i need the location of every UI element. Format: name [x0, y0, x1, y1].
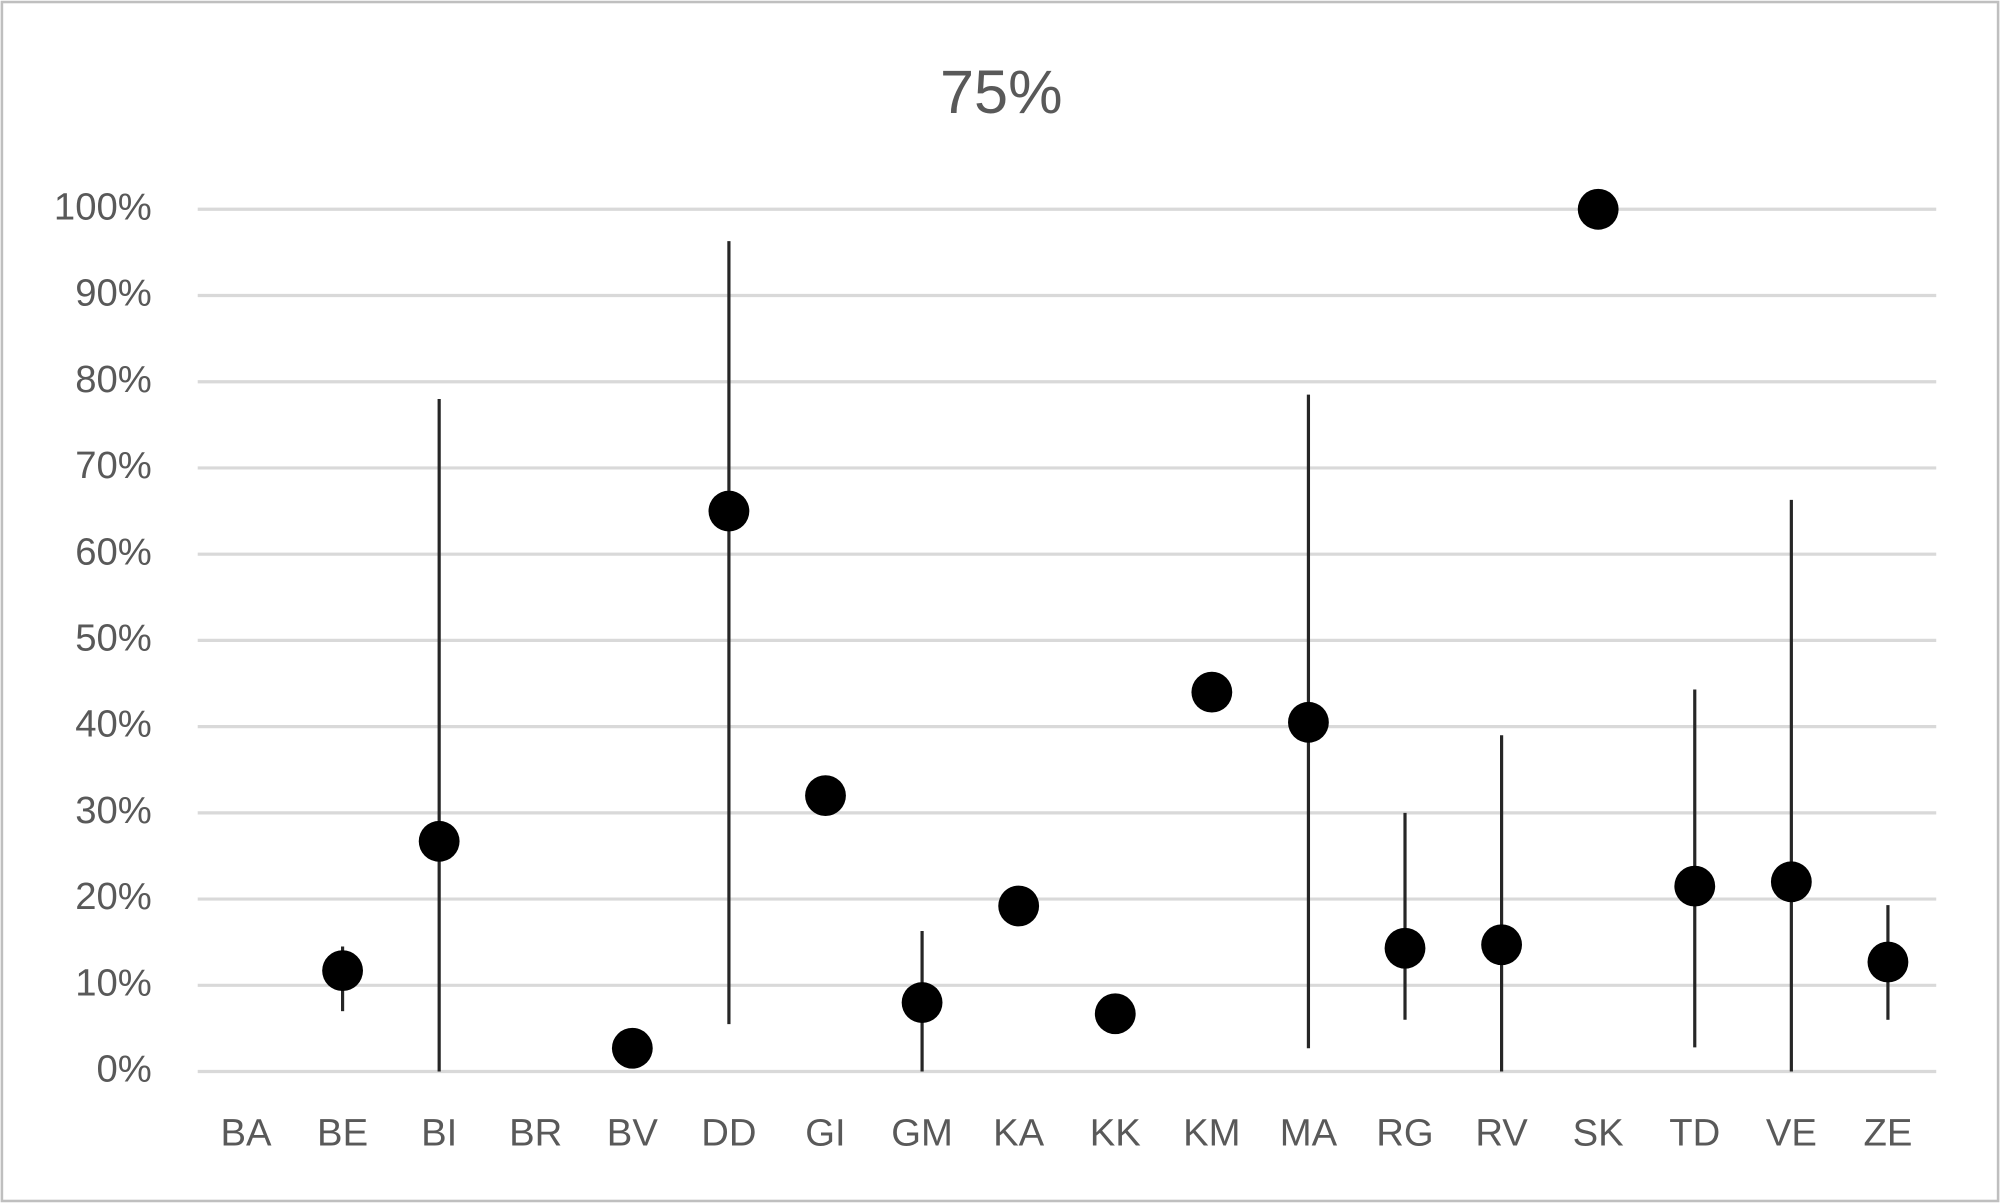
data-point: [1288, 701, 1329, 743]
x-tick-label: SK: [1573, 1111, 1625, 1154]
y-tick-label: 80%: [75, 358, 152, 401]
y-tick-label: 100%: [54, 185, 152, 228]
data-point: [1481, 924, 1523, 966]
y-tick-label: 40%: [75, 703, 152, 746]
data-point: [805, 775, 846, 817]
y-tick-label: 0%: [96, 1048, 151, 1091]
y-tick-label: 90%: [75, 272, 152, 315]
data-point: [322, 950, 363, 992]
data-point: [1577, 188, 1619, 230]
x-tick-label: RG: [1376, 1111, 1433, 1154]
x-tick-label: BI: [421, 1111, 457, 1154]
x-tick-label: DD: [701, 1111, 756, 1154]
y-tick-label: 30%: [75, 789, 152, 832]
data-point: [708, 490, 750, 532]
x-tick-label: RV: [1475, 1111, 1528, 1154]
data-point: [1867, 941, 1909, 983]
x-tick-label: KK: [1090, 1111, 1142, 1154]
x-tick-label: MA: [1280, 1111, 1338, 1154]
chart-title: 75%: [940, 58, 1063, 126]
data-point: [418, 820, 460, 862]
x-tick-label: BR: [509, 1111, 562, 1154]
data-point: [901, 982, 943, 1023]
y-tick-label: 20%: [75, 875, 152, 918]
x-tick-label: VE: [1766, 1111, 1817, 1154]
x-tick-label: GM: [891, 1111, 953, 1154]
data-point: [1674, 865, 1716, 907]
y-tick-label: 50%: [75, 617, 152, 660]
data-point: [1094, 993, 1136, 1035]
x-tick-label: BV: [607, 1111, 659, 1154]
x-tick-label: KM: [1183, 1111, 1240, 1154]
data-point: [611, 1027, 653, 1069]
x-tick-label: BE: [317, 1111, 368, 1154]
y-tick-label: 60%: [75, 530, 152, 573]
x-tick-label: ZE: [1863, 1111, 1912, 1154]
y-tick-label: 10%: [75, 961, 152, 1004]
data-point: [1770, 861, 1812, 903]
x-tick-label: BA: [220, 1111, 272, 1154]
y-tick-label: 70%: [75, 444, 152, 487]
x-tick-label: GI: [805, 1111, 845, 1154]
data-point: [1191, 671, 1233, 713]
data-point: [998, 885, 1040, 927]
x-tick-label: TD: [1669, 1111, 1720, 1154]
data-point: [1384, 927, 1426, 969]
x-tick-label: KA: [993, 1111, 1045, 1154]
